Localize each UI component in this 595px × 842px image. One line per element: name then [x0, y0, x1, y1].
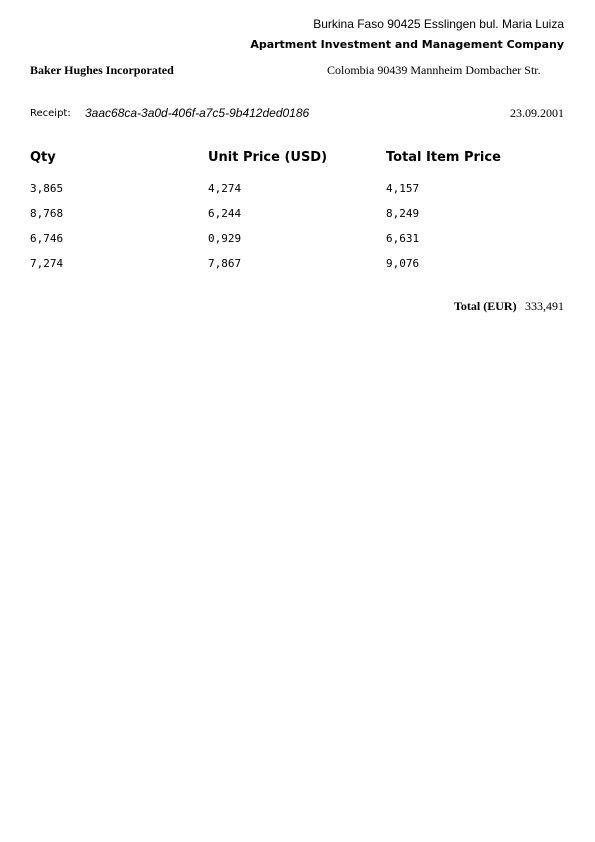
- unit-price-cell: 4,274: [208, 182, 242, 195]
- qty-cell: 3,865: [30, 182, 64, 195]
- sender-company: Apartment Investment and Management Comp…: [250, 38, 564, 51]
- column-header-total-item-price: Total Item Price: [386, 150, 501, 165]
- receipt-label: Receipt:: [30, 108, 71, 119]
- sender-address: Burkina Faso 90425 Esslingen bul. Maria …: [313, 17, 564, 31]
- total-item-price-cell: 4,157: [386, 182, 420, 195]
- total-item-price-cell: 6,631: [386, 232, 420, 245]
- column-header-qty: Qty: [30, 150, 56, 165]
- unit-price-cell: 7,867: [208, 257, 242, 270]
- receipt-date: 23.09.2001: [510, 106, 564, 120]
- qty-cell: 8,768: [30, 207, 64, 220]
- recipient-address: Colombia 90439 Mannheim Dombacher Str.: [327, 63, 541, 77]
- unit-price-cell: 0,929: [208, 232, 242, 245]
- receipt-id: 3aac68ca-3a0d-406f-a7c5-9b412ded0186: [85, 106, 310, 120]
- qty-cell: 7,274: [30, 257, 64, 270]
- unit-price-cell: 6,244: [208, 207, 242, 220]
- qty-cell: 6,746: [30, 232, 64, 245]
- total-value: 333,491: [525, 299, 564, 313]
- total-item-price-cell: 8,249: [386, 207, 420, 220]
- recipient-company: Baker Hughes Incorporated: [30, 63, 174, 77]
- column-header-unit-price: Unit Price (USD): [208, 150, 328, 165]
- total-item-price-cell: 9,076: [386, 257, 420, 270]
- total-label: Total (EUR): [454, 299, 517, 313]
